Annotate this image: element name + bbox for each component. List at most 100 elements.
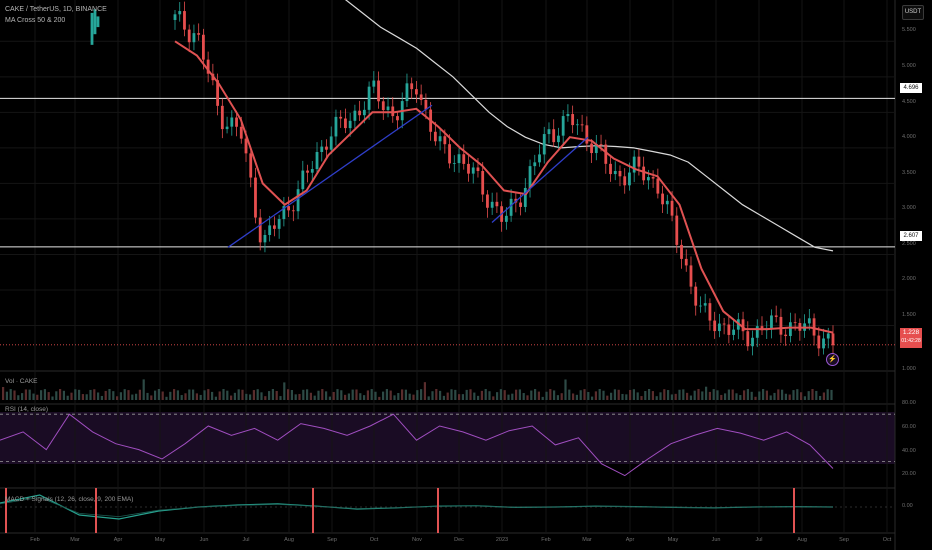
current-price-value: 1.228 [902, 329, 920, 336]
x-tick: Aug [797, 537, 807, 543]
x-tick: 2023 [495, 537, 509, 543]
candle-body [628, 172, 631, 186]
volume-bar [697, 389, 700, 400]
rsi-tick: 60.00 [902, 424, 916, 430]
volume-bar [488, 391, 491, 400]
rsi-pane-title: RSI (14, close) [5, 406, 48, 413]
candle-body [230, 117, 234, 127]
volume-bar [701, 391, 704, 400]
candle-body [301, 170, 305, 190]
rsi-tick: 20.00 [902, 471, 916, 477]
lightning-icon[interactable]: ⚡ [826, 353, 839, 366]
volume-bar [682, 389, 685, 400]
volume-bar [207, 389, 210, 400]
volume-bar [21, 393, 24, 400]
price-tick: 4.000 [902, 134, 916, 140]
volume-bar [271, 389, 274, 400]
volume-bar [97, 392, 100, 400]
x-tick: Jul [242, 537, 250, 543]
volume-bar [142, 379, 145, 400]
candle-body [788, 322, 792, 337]
price-tick: 1.500 [902, 312, 916, 318]
volume-bar [811, 389, 814, 400]
trendline [491, 136, 589, 223]
volume-bar [636, 392, 639, 400]
volume-bar [203, 390, 206, 400]
candle-body [817, 335, 821, 349]
volume-bar [328, 396, 331, 400]
volume-bar [659, 392, 662, 400]
candle-body [675, 215, 679, 245]
volume-bar [249, 394, 252, 400]
x-tick: May [667, 537, 679, 543]
x-tick: Feb [30, 537, 40, 543]
candle-body [637, 156, 641, 167]
volume-bar [454, 389, 457, 400]
volume-bar [423, 382, 426, 400]
candle-body [557, 135, 560, 143]
volume-bar [822, 392, 825, 400]
volume-bar [268, 391, 271, 400]
volume-bar [355, 389, 358, 400]
candle-body [443, 136, 447, 145]
volume-bar [427, 396, 430, 400]
volume-bar [446, 392, 449, 400]
volume-bar [252, 390, 255, 400]
macd-signal-marker [437, 488, 439, 533]
volume-bar [705, 386, 708, 400]
volume-bar [363, 395, 366, 400]
candle-body [751, 337, 754, 347]
volume-bar [256, 389, 259, 400]
candle-body [258, 217, 262, 243]
candle-body [822, 338, 825, 349]
candle-body [273, 225, 276, 229]
volume-bar [184, 393, 187, 400]
volume-bar [347, 393, 350, 400]
volume-bar [370, 389, 373, 400]
volume-bar [549, 389, 552, 400]
volume-bar [712, 389, 715, 400]
volume-bar [28, 389, 31, 400]
volume-bar [815, 390, 818, 400]
candle-body [462, 154, 466, 164]
candle-body [448, 144, 451, 164]
volume-bar [116, 396, 119, 400]
volume-bar [686, 392, 689, 400]
volume-bar [230, 395, 233, 400]
volume-bar [591, 396, 594, 400]
volume-bar [830, 389, 833, 400]
candle-body [590, 143, 593, 154]
price-tick: 1.000 [902, 366, 916, 372]
volume-bar [473, 392, 476, 400]
volume-bar [724, 393, 727, 400]
volume-bar [651, 391, 654, 400]
volume-bar [165, 396, 168, 400]
candle-body [571, 114, 575, 126]
volume-bar [754, 396, 757, 400]
volume-bar [541, 396, 544, 400]
volume-bar [325, 391, 328, 400]
candle-body [746, 331, 750, 347]
level-label-upper: 4.696 [900, 83, 922, 93]
candle-body [708, 303, 712, 321]
volume-bar [420, 389, 423, 400]
candle-body [277, 219, 281, 229]
volume-bar [138, 389, 141, 400]
volume-bar [416, 390, 419, 400]
price-tick: 3.500 [902, 170, 916, 176]
volume-bar [750, 391, 753, 400]
volume-bar [629, 389, 632, 400]
x-tick: Oct [882, 537, 892, 543]
candle-body [717, 323, 721, 332]
currency-badge[interactable]: USDT [902, 5, 924, 20]
candle-body [192, 33, 196, 43]
volume-bar [610, 392, 613, 400]
volume-bar [781, 389, 784, 400]
volume-bar [507, 394, 510, 400]
volume-bar [435, 389, 438, 400]
volume-bar [78, 389, 81, 400]
candle-body [552, 129, 556, 143]
x-tick: May [154, 537, 166, 543]
ma-50-line [174, 40, 834, 334]
